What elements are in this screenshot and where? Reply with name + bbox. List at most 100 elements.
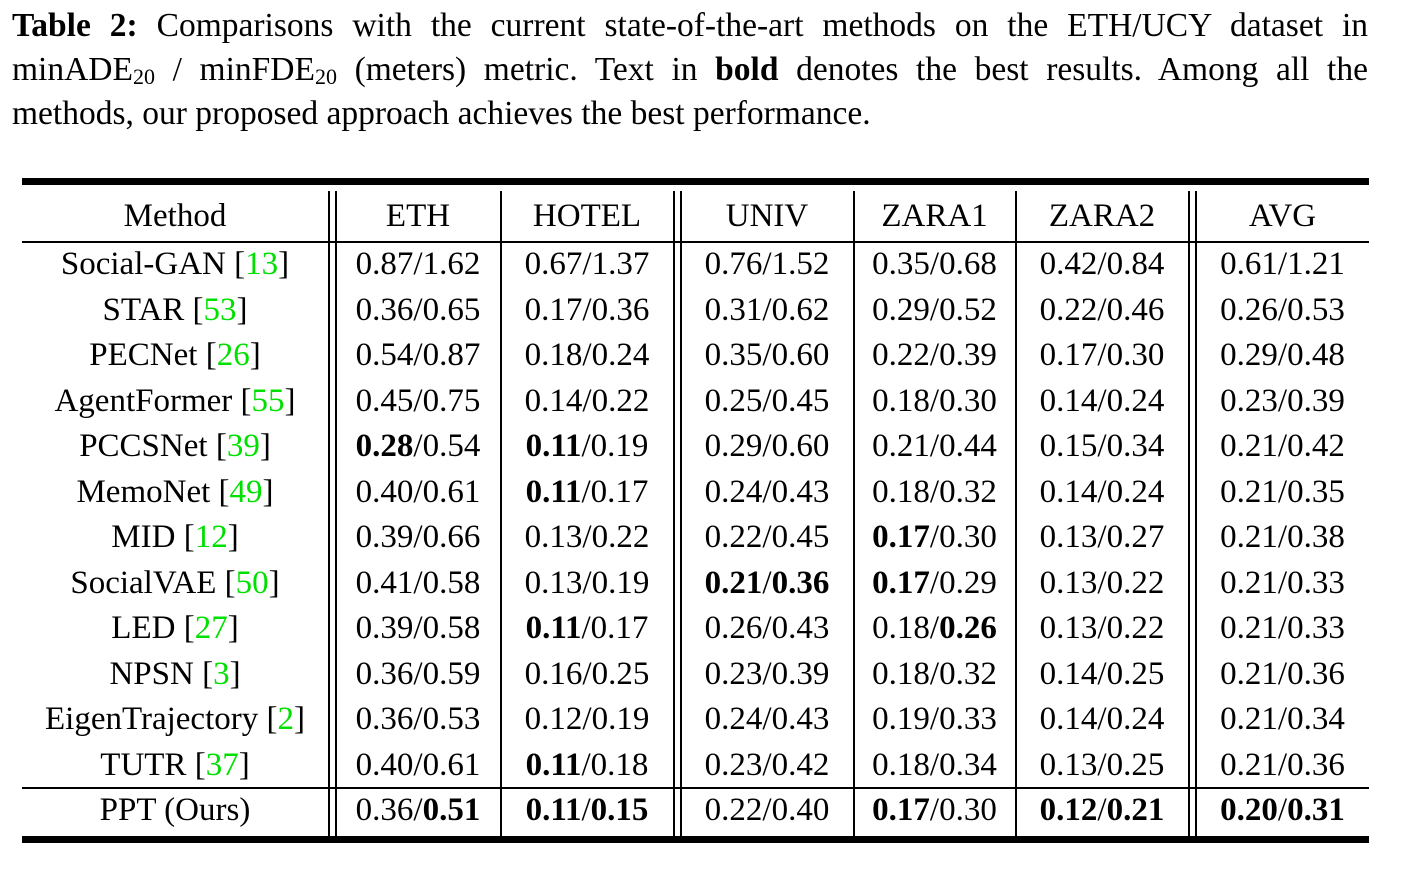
column-divider [853, 191, 855, 836]
min-fde: 0.33 [939, 701, 997, 737]
min-ade: 0.21 [1220, 655, 1278, 692]
metric-cell: 0.39/0.66 [355, 519, 481, 555]
min-ade: 0.15 [1039, 428, 1098, 464]
min-ade: 0.87 [355, 246, 414, 282]
metric-cell: 0.11/0.17 [525, 473, 649, 510]
metric-cell: 0.13/0.22 [1039, 610, 1165, 646]
min-ade: 0.67 [524, 246, 583, 282]
metric-cell: 0.17/0.36 [524, 291, 650, 328]
min-ade: 0.17 [872, 564, 930, 601]
citation-link[interactable]: 26 [216, 337, 250, 373]
metric-cell: 0.26/0.43 [704, 610, 830, 646]
min-fde: 0.30 [939, 382, 997, 419]
table-row: NPSN [3] 0.36/0.59 0.16/0.25 0.23/0.39 0.18/… [0, 652, 1402, 698]
table-row: MID [12] 0.39/0.66 0.13/0.22 0.22/0.45 0.17/… [0, 515, 1402, 561]
min-ade: 0.24 [704, 701, 763, 737]
min-fde: 0.35 [1287, 473, 1345, 510]
metric-cell: 0.17/0.30 [872, 519, 997, 555]
min-fde: 0.19 [591, 701, 650, 737]
min-fde: 1.37 [591, 246, 650, 282]
min-ade: 0.41 [355, 564, 414, 601]
metric-cell: 0.18/0.32 [872, 473, 997, 510]
method-label: SocialVAE [70, 564, 217, 601]
column-header: UNIV [725, 198, 809, 234]
min-ade: 0.22 [704, 519, 763, 555]
min-fde: 0.25 [1106, 746, 1165, 783]
citation-link[interactable]: 37 [205, 746, 239, 783]
metric-cell: 0.41/0.58 [355, 564, 481, 601]
min-fde: 0.36 [1287, 655, 1345, 692]
method-name: NPSN [3] [109, 655, 241, 692]
min-fde: 0.43 [771, 473, 830, 510]
method-name: Social-GAN [13] [60, 246, 290, 282]
citation-link[interactable]: 50 [235, 564, 269, 601]
citation-link[interactable]: 49 [229, 473, 263, 510]
metric-cell: 0.14/0.24 [1039, 701, 1165, 737]
min-fde: 0.27 [1106, 519, 1165, 555]
min-fde: 0.30 [1106, 337, 1165, 373]
caption-subscript: 20 [314, 64, 337, 89]
metric-cell: 0.17/0.30 [1039, 337, 1165, 373]
metric-cell: 0.18/0.26 [872, 610, 997, 646]
citation-link[interactable]: 39 [226, 428, 260, 464]
min-fde: 0.19 [590, 428, 649, 464]
min-fde: 0.43 [771, 701, 830, 737]
metric-cell: 0.40/0.61 [355, 473, 481, 510]
method-name: STAR [53] [102, 291, 248, 328]
min-ade: 0.22 [704, 792, 763, 828]
column-divider [1015, 191, 1017, 836]
min-ade: 0.20 [1220, 792, 1278, 828]
min-fde: 0.32 [939, 655, 997, 692]
min-fde: 0.45 [771, 519, 830, 555]
min-ade: 0.21 [1220, 473, 1278, 510]
metric-cell: 0.36/0.53 [355, 701, 481, 737]
min-ade: 0.14 [1039, 655, 1098, 692]
citation-link[interactable]: 13 [245, 246, 279, 282]
min-fde: 0.30 [939, 792, 997, 828]
table-row: PCCSNet [39] 0.28/0.54 0.11/0.19 0.29/0.60 0… [0, 424, 1402, 470]
method-label: LED [111, 610, 176, 646]
metric-cell: 0.17/0.29 [872, 564, 997, 601]
metric-cell: 0.21/0.36 [1220, 655, 1345, 692]
citation-link[interactable]: 53 [203, 291, 237, 328]
metric-cell: 0.21/0.33 [1220, 610, 1345, 646]
metric-cell: 0.36/0.51 [355, 792, 481, 828]
min-ade: 0.31 [704, 291, 763, 328]
metric-cell: 0.29/0.48 [1220, 337, 1345, 373]
metric-cell: 0.12/0.19 [524, 701, 650, 737]
min-ade: 0.11 [525, 428, 582, 464]
metric-cell: 0.40/0.61 [355, 746, 481, 783]
metric-cell: 0.13/0.22 [1039, 564, 1165, 601]
citation-link[interactable]: 12 [194, 519, 228, 555]
method-name: PCCSNet [39] [79, 428, 271, 464]
metric-cell: 0.87/1.62 [355, 246, 481, 282]
min-ade: 0.36 [355, 701, 414, 737]
min-ade: 0.18 [872, 382, 930, 419]
min-fde: 0.33 [1287, 564, 1345, 601]
citation-link[interactable]: 3 [213, 655, 230, 692]
min-fde: 0.52 [939, 291, 997, 328]
min-ade: 0.11 [525, 610, 582, 646]
citation-link[interactable]: 27 [194, 610, 228, 646]
min-fde: 0.60 [771, 337, 830, 373]
table-row: SocialVAE [50] 0.41/0.58 0.13/0.19 0.21/0.3… [0, 561, 1402, 607]
min-ade: 0.26 [704, 610, 763, 646]
method-name: AgentFormer [55] [54, 382, 296, 419]
min-ade: 0.14 [524, 382, 583, 419]
table-row: PECNet [26] 0.54/0.87 0.18/0.24 0.35/0.60 0.… [0, 333, 1402, 379]
metric-cell: 0.21/0.36 [704, 564, 830, 601]
min-ade: 0.35 [872, 246, 930, 282]
min-fde: 0.61 [422, 746, 481, 783]
metric-cell: 0.23/0.39 [704, 655, 830, 692]
min-fde: 1.21 [1287, 246, 1345, 282]
citation-link[interactable]: 2 [277, 701, 294, 737]
metric-cell: 0.19/0.33 [872, 701, 997, 737]
metric-cell: 0.11/0.19 [525, 428, 649, 464]
table-row: STAR [53] 0.36/0.65 0.17/0.36 0.31/0.62 0.29… [0, 288, 1402, 334]
metric-cell: 0.36/0.59 [355, 655, 481, 692]
min-fde: 0.59 [422, 655, 481, 692]
min-fde: 0.65 [422, 291, 481, 328]
citation-link[interactable]: 55 [251, 382, 285, 419]
metric-cell: 0.45/0.75 [355, 382, 481, 419]
min-ade: 0.12 [1039, 792, 1098, 828]
